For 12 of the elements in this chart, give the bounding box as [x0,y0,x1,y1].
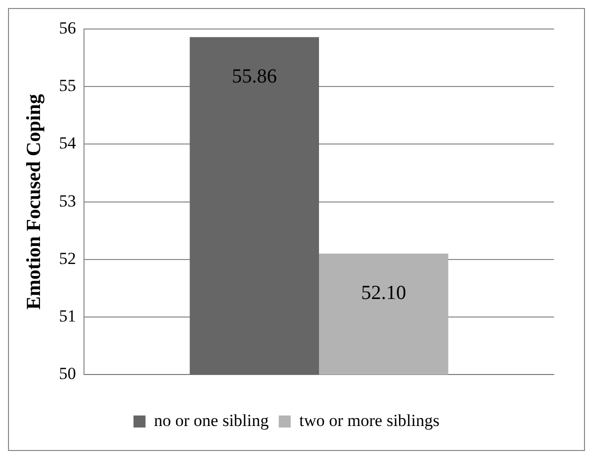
y-tick-label: 51 [59,306,76,326]
y-tick-label: 54 [59,134,76,153]
y-tick-label: 53 [59,191,76,210]
y-tick-label: 50 [59,364,76,384]
legend-label: no or one sibling [154,410,270,430]
y-tick-label: 55 [59,76,76,96]
y-tick-label: 56 [59,18,76,38]
y-tick-label: 52 [59,248,76,268]
legend-label: two or more siblings [299,410,440,430]
data-label: 52.10 [361,282,406,304]
data-label: 55.86 [232,65,277,88]
y-axis-title: Emotion Focused Coping [23,94,46,310]
